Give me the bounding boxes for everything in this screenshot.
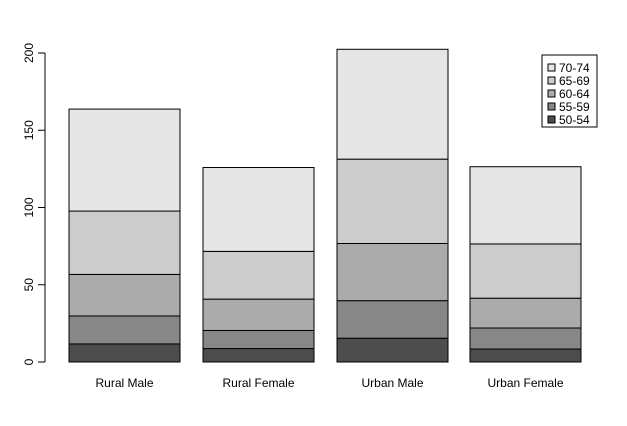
- legend-swatch-60-64: [547, 89, 556, 98]
- y-tick-label: 200: [22, 43, 36, 63]
- bar-segment-urban-female-60-64: [469, 297, 582, 329]
- y-tick-label: 0: [22, 358, 36, 365]
- legend-label: 55-59: [559, 100, 590, 114]
- bar-segment-urban-male-60-64: [336, 242, 449, 302]
- legend-swatch-55-59: [547, 102, 556, 111]
- legend-swatch-70-74: [547, 63, 556, 72]
- bar-segment-rural-female-70-74: [202, 166, 315, 252]
- y-tick-label: 150: [22, 120, 36, 140]
- bar-segment-rural-female-55-59: [202, 329, 315, 350]
- x-category-label: Urban Male: [361, 376, 423, 390]
- y-axis: 0 50 100 150 200: [22, 43, 46, 365]
- legend-swatch-65-69: [547, 76, 556, 85]
- bar-segment-rural-female-60-64: [202, 298, 315, 331]
- bar-segment-urban-female-55-59: [469, 327, 582, 350]
- bar-segment-rural-male-55-59: [68, 315, 181, 345]
- x-category-label: Urban Female: [487, 376, 563, 390]
- legend-label: 60-64: [559, 87, 590, 101]
- bar-segment-rural-male-65-69: [68, 210, 181, 275]
- bar-segment-urban-male-70-74: [336, 48, 449, 160]
- bar-segment-rural-female-50-54: [202, 348, 315, 363]
- legend-swatch-50-54: [547, 115, 556, 124]
- bar-segment-rural-male-50-54: [68, 343, 181, 363]
- bar-segment-rural-male-70-74: [68, 108, 181, 212]
- bars-group: [68, 48, 582, 363]
- x-axis-labels: Rural Male Rural Female Urban Male Urban Fe…: [95, 376, 563, 390]
- legend-label: 65-69: [559, 74, 590, 88]
- bar-segment-rural-female-65-69: [202, 250, 315, 300]
- y-tick-label: 100: [22, 197, 36, 217]
- x-category-label: Rural Male: [95, 376, 153, 390]
- y-tick-label: 50: [22, 278, 36, 292]
- legend-label: 50-54: [559, 113, 590, 127]
- bar-segment-urban-male-50-54: [336, 337, 449, 363]
- bar-segment-urban-male-65-69: [336, 158, 449, 244]
- bar-segment-urban-female-50-54: [469, 348, 582, 363]
- bar-segment-urban-female-70-74: [469, 166, 582, 245]
- legend-label: 70-74: [559, 61, 590, 75]
- bar-segment-rural-male-60-64: [68, 273, 181, 317]
- bar-segment-urban-female-65-69: [469, 243, 582, 299]
- bar-segment-urban-male-55-59: [336, 300, 449, 339]
- x-category-label: Rural Female: [222, 376, 294, 390]
